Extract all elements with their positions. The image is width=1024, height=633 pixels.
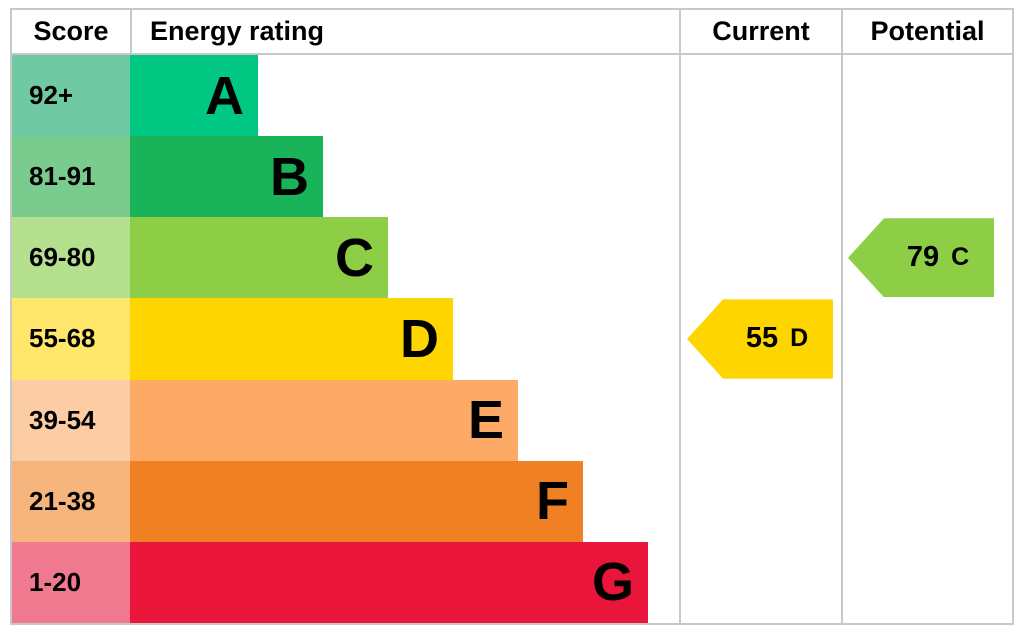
band-bar: G: [130, 541, 648, 623]
band-score-cell: 55-68: [12, 298, 130, 380]
arrow-value: 79: [906, 241, 940, 274]
band-score-cell: 1-20: [12, 541, 130, 623]
header-potential: Potential: [841, 10, 1012, 55]
band-score-cell: 92+: [12, 55, 130, 137]
band-score-label: 81-91: [29, 161, 96, 192]
current-arrow: 55 D: [687, 299, 833, 379]
header-energy-rating: Energy rating: [130, 10, 679, 55]
band-bar: A: [130, 55, 258, 137]
current-cell: [679, 217, 841, 299]
band-score-label: 55-68: [29, 323, 96, 354]
band-score-label: 39-54: [29, 404, 96, 435]
band-score-label: 1-20: [29, 566, 82, 597]
potential-cell: 79 C: [841, 217, 1012, 299]
potential-cell: [841, 460, 1012, 542]
band-letter: E: [467, 390, 504, 451]
potential-cell: [841, 379, 1012, 461]
current-cell: [679, 379, 841, 461]
arrow-band-letter: C: [951, 243, 970, 272]
band-score-label: 21-38: [29, 485, 96, 516]
current-cell: [679, 541, 841, 623]
band-score-cell: 21-38: [12, 460, 130, 542]
band-letter: D: [400, 308, 439, 369]
band-letter: C: [335, 227, 374, 288]
band-bar: F: [130, 460, 583, 542]
band-rating-cell: D: [130, 298, 679, 380]
band-bar: C: [130, 217, 388, 299]
band-rating-cell: G: [130, 541, 679, 623]
band-score-label: 92+: [29, 80, 74, 111]
band-rating-cell: C: [130, 217, 679, 299]
band-score-cell: 39-54: [12, 379, 130, 461]
band-letter: A: [205, 65, 244, 126]
band-rating-cell: B: [130, 136, 679, 218]
arrow-value: 55: [745, 322, 779, 355]
current-cell: [679, 55, 841, 137]
band-bar: D: [130, 298, 453, 380]
band-letter: B: [270, 146, 309, 207]
band-rating-cell: E: [130, 379, 679, 461]
header-score: Score: [12, 10, 130, 55]
band-rating-cell: A: [130, 55, 679, 137]
epc-rating-chart: Score Energy rating Current Potential 92…: [10, 8, 1014, 625]
potential-arrow: 79 C: [848, 218, 994, 298]
band-score-cell: 69-80: [12, 217, 130, 299]
band-letter: F: [536, 471, 569, 532]
band-score-label: 69-80: [29, 242, 96, 273]
header-current: Current: [679, 10, 841, 55]
potential-cell: [841, 136, 1012, 218]
band-score-cell: 81-91: [12, 136, 130, 218]
band-rating-cell: F: [130, 460, 679, 542]
current-cell: [679, 460, 841, 542]
current-cell: [679, 136, 841, 218]
potential-cell: [841, 541, 1012, 623]
band-bar: B: [130, 136, 323, 218]
arrow-band-letter: D: [790, 324, 809, 353]
epc-table: Score Energy rating Current Potential 92…: [10, 8, 1014, 625]
potential-cell: [841, 55, 1012, 137]
potential-cell: [841, 298, 1012, 380]
current-cell: 55 D: [679, 298, 841, 380]
band-bar: E: [130, 379, 518, 461]
band-letter: G: [591, 552, 634, 613]
